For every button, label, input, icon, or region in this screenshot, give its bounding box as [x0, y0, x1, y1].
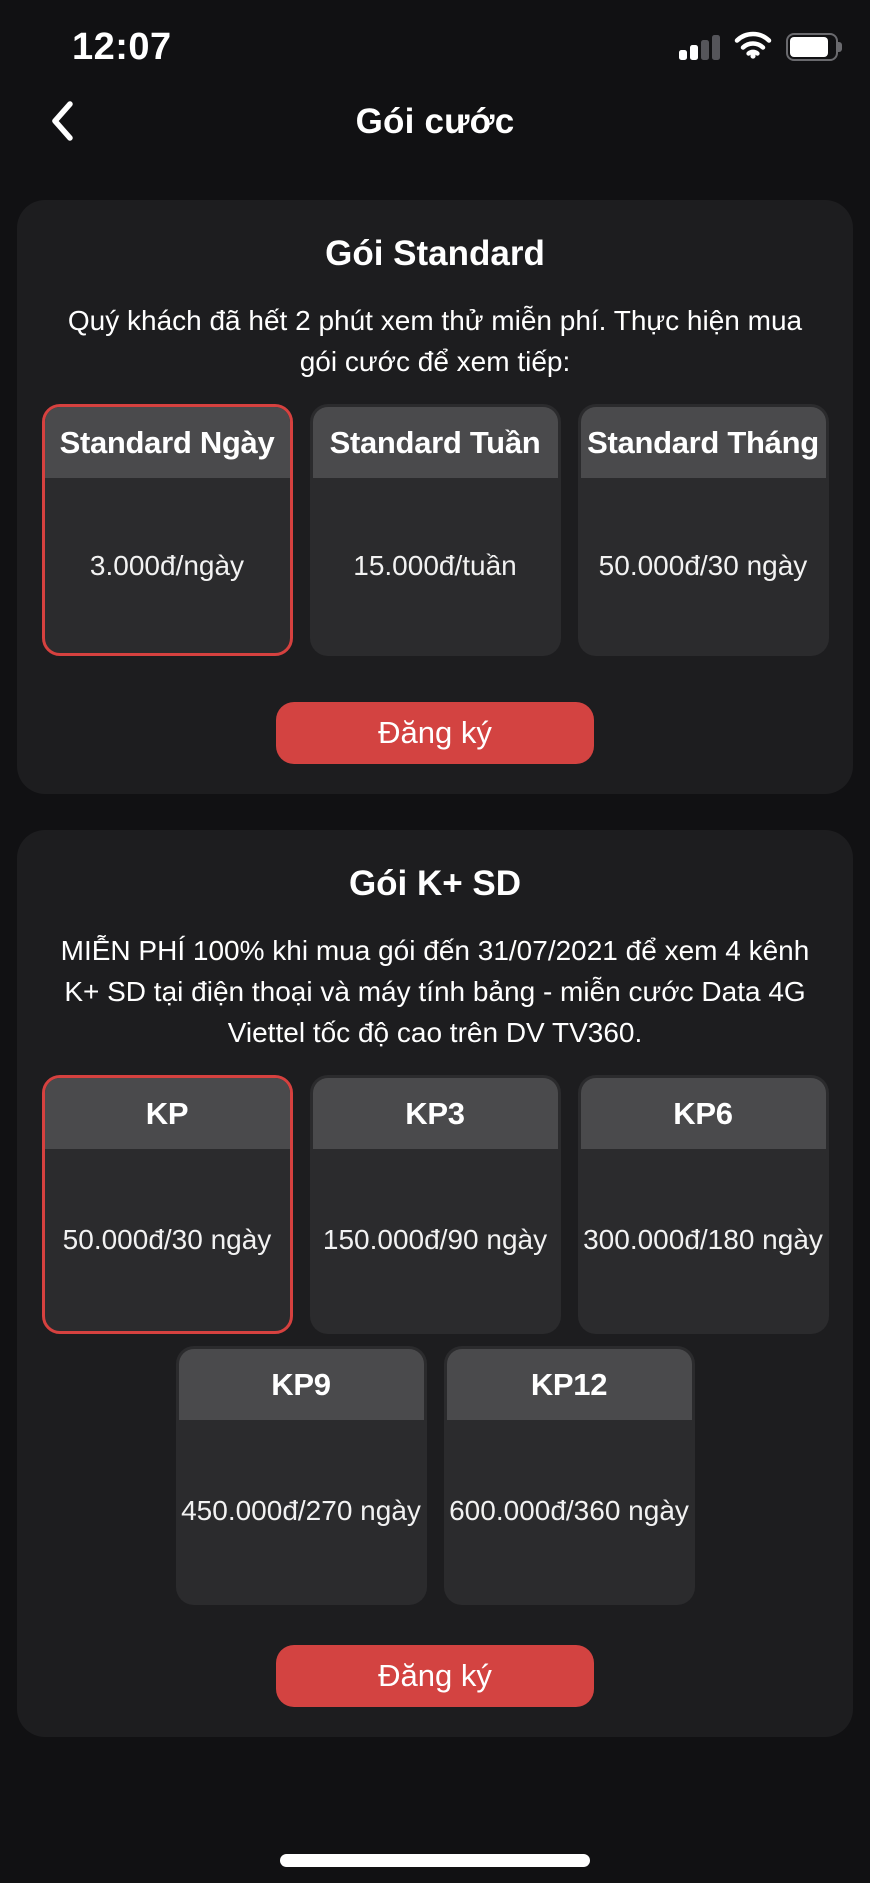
status-bar: 12:07: [0, 0, 870, 80]
plan-name: KP: [44, 1078, 290, 1149]
plan-name: Standard Tuần: [312, 407, 558, 478]
plan-price: 50.000đ/30 ngày: [62, 1224, 272, 1255]
back-button[interactable]: [38, 98, 86, 146]
chevron-left-icon: [49, 99, 75, 146]
plan-name: KP12: [446, 1349, 692, 1420]
battery-icon: [786, 33, 844, 61]
plan-name: KP6: [580, 1078, 826, 1149]
status-icons: [679, 31, 844, 64]
section-title: Gói K+ SD: [348, 864, 522, 903]
home-indicator-bar[interactable]: [280, 1854, 590, 1867]
plan-price: 300.000đ/180 ngày: [583, 1224, 823, 1255]
section-description: Quý khách đã hết 2 phút xem thử miễn phí…: [67, 305, 803, 377]
plan-tile-kp6[interactable]: KP6 300.000đ/180 ngày: [577, 1075, 829, 1334]
register-button-kplus[interactable]: Đăng ký: [276, 1645, 594, 1707]
plan-tiles-row: KP9 450.000đ/270 ngày KP12 600.000đ/360 …: [39, 1346, 831, 1605]
plan-tiles-row: Standard Ngày 3.000đ/ngày Standard Tuần …: [39, 404, 831, 656]
plan-tiles-row: KP 50.000đ/30 ngày KP3 150.000đ/90 ngày …: [39, 1075, 831, 1334]
plan-tile-kp[interactable]: KP 50.000đ/30 ngày: [41, 1075, 293, 1334]
plan-name: Standard Tháng: [580, 407, 826, 478]
plan-price: 150.000đ/90 ngày: [322, 1224, 548, 1255]
nav-header: Gói cước: [0, 80, 870, 164]
section-standard: Gói Standard Quý khách đã hết 2 phút xem…: [17, 200, 853, 794]
wifi-icon: [734, 31, 772, 64]
page-title: Gói cước: [355, 102, 515, 141]
section-kplus-sd: Gói K+ SD MIỄN PHÍ 100% khi mua gói đến …: [17, 830, 853, 1737]
cellular-signal-icon: [679, 34, 720, 60]
plan-price: 3.000đ/ngày: [89, 549, 245, 581]
plan-name: KP9: [178, 1349, 424, 1420]
plan-tile-standard-thang[interactable]: Standard Tháng 50.000đ/30 ngày: [577, 404, 829, 656]
plan-tile-kp3[interactable]: KP3 150.000đ/90 ngày: [309, 1075, 561, 1334]
plan-price: 600.000đ/360 ngày: [449, 1495, 689, 1526]
plan-name: Standard Ngày: [44, 407, 290, 478]
register-button-standard[interactable]: Đăng ký: [276, 702, 594, 764]
plan-tile-standard-tuan[interactable]: Standard Tuần 15.000đ/tuần: [309, 404, 561, 656]
plan-tile-kp12[interactable]: KP12 600.000đ/360 ngày: [443, 1346, 695, 1605]
clock: 12:07: [72, 25, 172, 68]
plan-name: KP3: [312, 1078, 558, 1149]
section-description: MIỄN PHÍ 100% khi mua gói đến 31/07/2021…: [60, 935, 810, 1048]
plan-price: 450.000đ/270 ngày: [181, 1495, 421, 1526]
section-title: Gói Standard: [325, 234, 545, 273]
plan-tile-kp9[interactable]: KP9 450.000đ/270 ngày: [175, 1346, 427, 1605]
plan-tile-standard-ngay[interactable]: Standard Ngày 3.000đ/ngày: [41, 404, 293, 656]
plan-price: 50.000đ/30 ngày: [598, 549, 808, 581]
plan-price: 15.000đ/tuần: [353, 549, 517, 581]
